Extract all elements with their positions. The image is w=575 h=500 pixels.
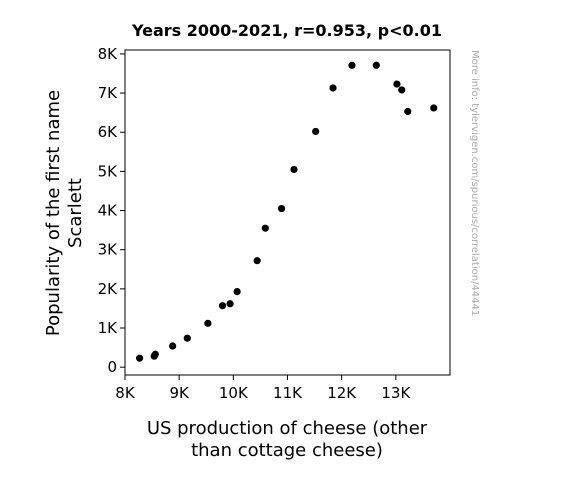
x-tick-label: 10K [219,384,249,402]
data-point [226,300,234,308]
y-axis-label-line-1: Popularity of the first name [43,90,64,336]
y-tick-label: 0 [107,358,117,376]
plot-frame [124,49,451,376]
data-point [277,204,286,213]
data-point [136,354,144,362]
x-tick-label: 13K [381,384,411,402]
data-point [253,257,261,265]
data-point [372,61,380,69]
y-tick-label: 6K [98,123,119,141]
y-tick-label: 2K [98,280,119,298]
data-points [136,61,438,362]
data-point [329,84,337,92]
x-tick-label: 11K [273,384,303,402]
y-tick-label: 4K [98,202,119,220]
data-point [233,287,241,296]
y-tick-label: 1K [98,319,119,337]
source-note: More info: tylervigen.com/spurious/corre… [469,50,480,316]
y-axis: 0 1K 2K 3K 4K 5K 6K 7K 8K [98,45,125,376]
data-point [312,127,320,136]
data-point [404,107,412,116]
y-axis-label-line-2: Scarlett [65,178,86,248]
y-tick-label: 7K [98,84,119,102]
x-axis-label-line-1: US production of cheese (other [147,418,428,439]
data-point [398,86,406,94]
y-tick-label: 8K [98,45,119,63]
data-point [348,61,356,69]
data-point [169,342,177,350]
data-point [393,80,401,88]
data-point [151,350,159,358]
x-axis-label-line-2: than cottage cheese) [191,440,383,461]
data-point [261,224,269,232]
x-tick-label: 8K [115,384,136,402]
y-tick-label: 5K [98,162,119,180]
data-point [218,302,227,310]
x-tick-label: 9K [169,384,190,402]
chart-title: Years 2000-2021, r=0.953, p<0.01 [131,21,442,40]
y-tick-label: 3K [98,241,119,259]
data-point [183,334,191,342]
x-tick-label: 12K [327,384,357,402]
data-point [204,319,212,327]
data-point [290,165,298,174]
x-axis: 8K 9K 10K 11K 12K 13K [115,375,411,402]
data-point [430,104,438,112]
